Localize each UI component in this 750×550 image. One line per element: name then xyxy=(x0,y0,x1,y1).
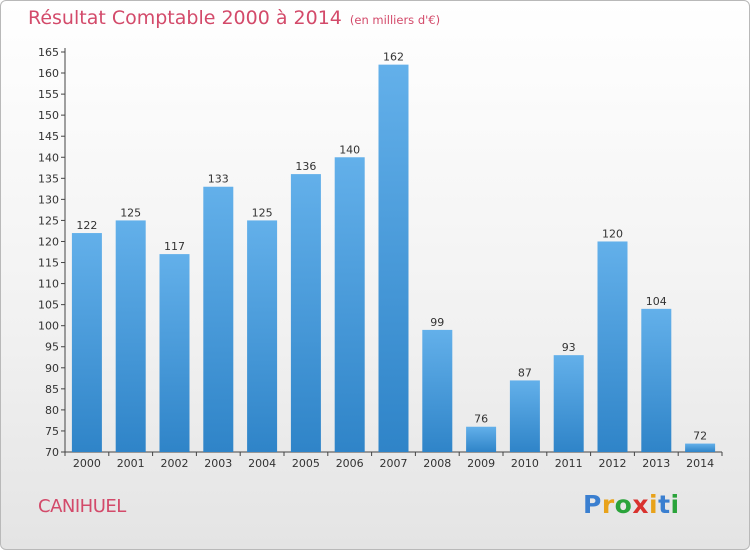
x-tick-label: 2007 xyxy=(380,457,408,470)
bar xyxy=(553,355,584,452)
bar xyxy=(641,308,672,452)
x-axis: 2000 2001 2002 2003 2004 2005 2006 2007 2008 2009… xyxy=(64,451,723,470)
x-tick-label: 2003 xyxy=(204,457,232,470)
y-tick-label: 115 xyxy=(38,257,59,270)
logo-letter: P xyxy=(583,490,602,519)
bar-value-label: 72 xyxy=(693,430,707,443)
y-tick-label: 125 xyxy=(38,214,59,227)
chart-title: Résultat Comptable 2000 à 2014 (en millie… xyxy=(28,7,440,29)
x-tick-label: 2004 xyxy=(248,457,276,470)
bar-value-label: 133 xyxy=(208,173,229,186)
y-tick-label: 110 xyxy=(38,278,59,291)
bar-value-label: 120 xyxy=(602,227,623,240)
town-name: CANIHUEL xyxy=(38,496,126,517)
y-tick-label: 165 xyxy=(38,46,59,59)
x-tick-label: 2012 xyxy=(599,457,627,470)
x-tick-label: 2009 xyxy=(467,457,495,470)
y-tick-label: 95 xyxy=(45,341,59,354)
bar-value-label: 99 xyxy=(430,316,444,329)
bar xyxy=(509,380,540,452)
logo-letter: i xyxy=(649,490,659,519)
bar xyxy=(422,329,453,452)
y-tick-label: 145 xyxy=(38,130,59,143)
x-tick-label: 2010 xyxy=(511,457,539,470)
x-tick-label: 2000 xyxy=(73,457,101,470)
x-tick-label: 2011 xyxy=(555,457,583,470)
y-tick-label: 70 xyxy=(45,446,59,459)
y-tick-label: 85 xyxy=(45,383,59,396)
bar-value-label: 125 xyxy=(252,206,273,219)
bar-value-label: 122 xyxy=(76,219,97,232)
y-tick-label: 80 xyxy=(45,404,59,417)
y-tick-label: 160 xyxy=(38,67,59,80)
logo-letter: i xyxy=(670,490,680,519)
bar xyxy=(71,233,102,452)
bar xyxy=(685,443,716,452)
bar xyxy=(466,426,497,452)
x-tick-label: 2013 xyxy=(642,457,670,470)
bar xyxy=(247,220,278,452)
bar xyxy=(334,157,365,452)
bar-value-label: 140 xyxy=(339,143,360,156)
x-tick-label: 2006 xyxy=(336,457,364,470)
logo-letter: o xyxy=(614,490,633,519)
x-tick-label: 2008 xyxy=(423,457,451,470)
bar xyxy=(115,220,146,452)
chart-title-text: Résultat Comptable 2000 à 2014 xyxy=(28,7,342,29)
bar-value-label: 104 xyxy=(646,295,667,308)
y-tick-label: 150 xyxy=(38,109,59,122)
bar-value-label: 76 xyxy=(474,413,488,426)
bar-value-label: 136 xyxy=(295,160,316,173)
bar xyxy=(378,64,409,452)
bar xyxy=(159,254,190,452)
x-tick-label: 2005 xyxy=(292,457,320,470)
y-tick-label: 90 xyxy=(45,362,59,375)
bar xyxy=(290,174,321,452)
bars xyxy=(71,64,716,452)
logo-letter: t xyxy=(658,490,671,519)
y-tick-label: 130 xyxy=(38,193,59,206)
bar xyxy=(597,241,628,452)
bar xyxy=(203,186,234,452)
bar-value-label: 162 xyxy=(383,51,404,64)
bar-value-label: 117 xyxy=(164,240,185,253)
chart-unit-note: (en milliers d'€) xyxy=(349,13,441,27)
logo-letter: x xyxy=(632,490,649,519)
y-tick-label: 140 xyxy=(38,151,59,164)
x-tick-label: 2001 xyxy=(117,457,145,470)
y-tick-label: 120 xyxy=(38,235,59,248)
x-tick-label: 2002 xyxy=(161,457,189,470)
x-tick-label: 2014 xyxy=(686,457,714,470)
proxiti-logo: Proxiti xyxy=(583,490,680,519)
y-tick-label: 100 xyxy=(38,320,59,333)
bar-value-label: 125 xyxy=(120,206,141,219)
y-tick-label: 155 xyxy=(38,88,59,101)
y-tick-label: 75 xyxy=(45,425,59,438)
bar-value-label: 87 xyxy=(518,366,532,379)
y-tick-label: 105 xyxy=(38,299,59,312)
y-tick-label: 135 xyxy=(38,172,59,185)
y-axis: 70 75 80 85 90 95 100 105 110 115 120 125 130 135 140 1… xyxy=(38,46,66,459)
logo-letter: r xyxy=(601,490,615,519)
value-labels: 122 125 117 133 125 136 140 162 99 76 87 93 120 104 72 xyxy=(76,51,707,443)
bar-value-label: 93 xyxy=(562,341,576,354)
